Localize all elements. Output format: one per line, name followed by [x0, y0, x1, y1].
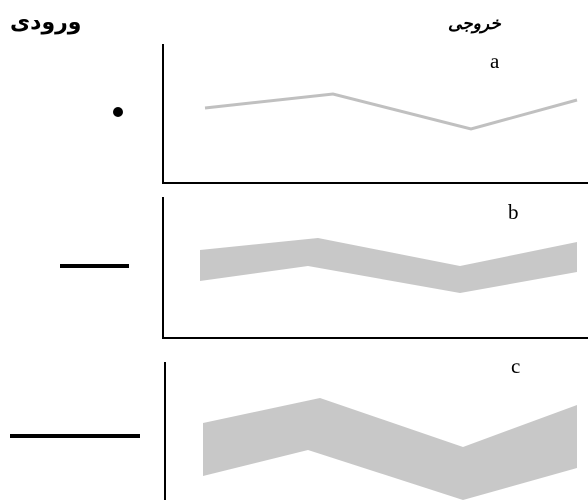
panel-a — [113, 44, 588, 184]
panel-b-label: b — [508, 200, 519, 224]
input-column-header: ورودی — [10, 10, 82, 35]
output-band — [200, 238, 577, 293]
panel-a-label: a — [490, 49, 500, 73]
output-wide-band — [203, 398, 577, 500]
panel-c — [10, 362, 577, 500]
input-point-dot — [113, 107, 123, 117]
panel-c-label: c — [511, 354, 521, 378]
output-column-header: خروجی — [448, 14, 501, 34]
panel-b — [60, 197, 588, 339]
output-thin-line — [204, 92, 578, 131]
